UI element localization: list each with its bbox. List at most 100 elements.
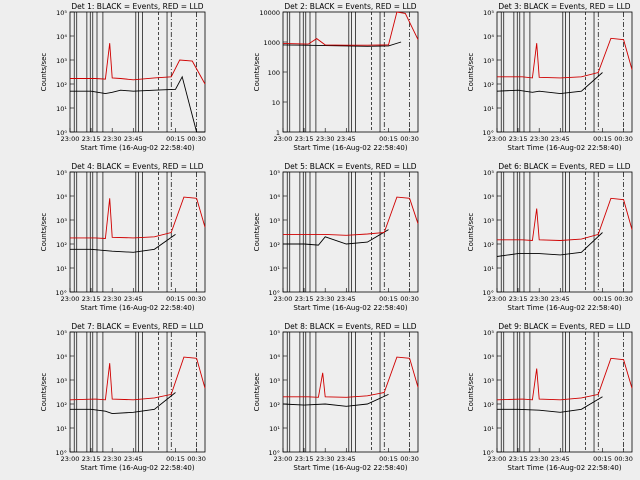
panel-title: Det 4: BLACK = Events, RED = LLD (71, 162, 203, 171)
x-tick-label: 23:45 (337, 295, 356, 303)
y-tick-label: 10² (483, 401, 494, 409)
x-tick-label: 23:00 (61, 295, 80, 303)
y-tick-label: 10⁵ (483, 169, 494, 177)
x-tick-label: 00:30 (614, 135, 633, 143)
panel-title: Det 8: BLACK = Events, RED = LLD (284, 322, 416, 331)
y-axis-label: Counts/sec (253, 53, 261, 92)
y-tick-label: 10¹ (269, 265, 280, 273)
y-tick-label: 1 (276, 129, 280, 137)
plot-frame (69, 11, 206, 133)
x-tick-label: 23:15 (82, 455, 101, 463)
y-tick-label: 10³ (269, 217, 280, 225)
series-line-events (496, 72, 603, 95)
y-tick-label: 10000 (259, 9, 280, 17)
x-axis-label: Start Time (16-Aug-02 22:58:40) (80, 304, 194, 312)
series-line-events (497, 396, 603, 413)
panel-title: Det 6: BLACK = Events, RED = LLD (498, 162, 630, 171)
detector-panel-4: Det 4: BLACK = Events, RED = LLD 10° 10¹ 10… (40, 162, 206, 312)
x-tick-label: 00:30 (400, 455, 419, 463)
detector-panel-9: Det 9: BLACK = Events, RED = LLD 10° 10¹ 10… (467, 322, 633, 472)
y-tick-label: 10² (56, 241, 67, 249)
y-axis-label: Counts/sec (40, 213, 48, 252)
x-tick-label: 23:15 (509, 135, 528, 143)
y-axis-label: Counts/sec (40, 373, 48, 412)
x-tick-label: 23:30 (103, 295, 122, 303)
y-tick-label: 10° (55, 449, 67, 457)
x-axis-label: Start Time (16-Aug-02 22:58:40) (507, 464, 621, 472)
x-tick-label: 23:45 (124, 135, 143, 143)
y-tick-label: 10² (269, 401, 280, 409)
series-line-events (282, 41, 402, 47)
series-line-events (282, 393, 389, 407)
plot-frame (496, 331, 633, 453)
x-tick-label: 00:30 (400, 295, 419, 303)
x-tick-label: 23:30 (530, 455, 549, 463)
y-tick-label: 10¹ (483, 425, 494, 433)
y-tick-label: 10² (56, 81, 67, 89)
x-tick-label: 23:15 (295, 455, 314, 463)
x-tick-label: 23:45 (551, 455, 570, 463)
series-line-lld (283, 196, 419, 236)
x-axis-label: Start Time (16-Aug-02 22:58:40) (293, 144, 407, 152)
x-tick-label: 00:15 (166, 135, 185, 143)
x-tick-label: 00:15 (593, 295, 612, 303)
y-tick-label: 10¹ (483, 265, 494, 273)
x-tick-label: 23:15 (509, 295, 528, 303)
y-tick-label: 10⁴ (269, 193, 280, 201)
x-tick-label: 23:45 (551, 295, 570, 303)
x-axis-label: Start Time (16-Aug-02 22:58:40) (80, 144, 194, 152)
x-tick-label: 23:30 (103, 135, 122, 143)
series-line-lld (282, 11, 419, 46)
x-tick-label: 23:30 (316, 295, 335, 303)
series-line-lld (497, 197, 633, 241)
detector-panel-7: Det 7: BLACK = Events, RED = LLD 10° 10¹ 10… (40, 322, 206, 472)
x-tick-label: 00:30 (614, 455, 633, 463)
series-line-events (496, 232, 603, 257)
y-tick-label: 10² (483, 81, 494, 89)
x-tick-label: 23:00 (274, 135, 293, 143)
x-tick-label: 23:00 (61, 135, 80, 143)
panel-title: Det 7: BLACK = Events, RED = LLD (71, 322, 203, 331)
x-tick-label: 23:15 (295, 295, 314, 303)
y-tick-label: 10⁵ (56, 169, 67, 177)
x-tick-label: 23:45 (551, 135, 570, 143)
x-tick-label: 23:00 (488, 295, 507, 303)
y-tick-label: 10° (482, 289, 494, 297)
y-tick-label: 10³ (56, 377, 67, 385)
plot-frame (282, 171, 419, 293)
x-tick-label: 23:00 (488, 455, 507, 463)
x-tick-label: 23:15 (82, 135, 101, 143)
series-line-lld (70, 43, 206, 85)
panel-title: Det 3: BLACK = Events, RED = LLD (498, 2, 630, 11)
series-line-events (70, 234, 176, 253)
y-tick-label: 10¹ (56, 105, 67, 113)
y-tick-label: 10° (55, 289, 67, 297)
series-line-events (70, 392, 176, 415)
y-tick-label: 10⁴ (56, 353, 67, 361)
series-line-lld (283, 356, 419, 398)
plot-frame (69, 331, 206, 453)
x-tick-label: 23:30 (316, 455, 335, 463)
y-tick-label: 100 (268, 69, 280, 77)
x-tick-label: 23:15 (82, 295, 101, 303)
y-tick-label: 10° (268, 289, 280, 297)
x-tick-label: 00:15 (593, 135, 612, 143)
x-axis-label: Start Time (16-Aug-02 22:58:40) (80, 464, 194, 472)
y-tick-label: 10⁴ (269, 353, 280, 361)
y-tick-label: 10⁴ (483, 353, 494, 361)
x-tick-label: 23:45 (124, 455, 143, 463)
x-tick-label: 23:15 (295, 135, 314, 143)
detector-panel-2: Det 2: BLACK = Events, RED = LLD 1 10 100 10… (253, 2, 419, 152)
series-line-lld (497, 37, 633, 79)
y-tick-label: 10² (56, 401, 67, 409)
y-tick-label: 10⁴ (56, 33, 67, 41)
y-tick-label: 10¹ (269, 425, 280, 433)
y-axis-label: Counts/sec (467, 213, 475, 252)
y-tick-label: 10³ (483, 377, 494, 385)
x-tick-label: 00:15 (379, 455, 398, 463)
x-tick-label: 00:15 (593, 455, 612, 463)
plot-frame (69, 171, 206, 293)
y-tick-label: 10³ (483, 57, 494, 65)
y-tick-label: 10¹ (483, 105, 494, 113)
